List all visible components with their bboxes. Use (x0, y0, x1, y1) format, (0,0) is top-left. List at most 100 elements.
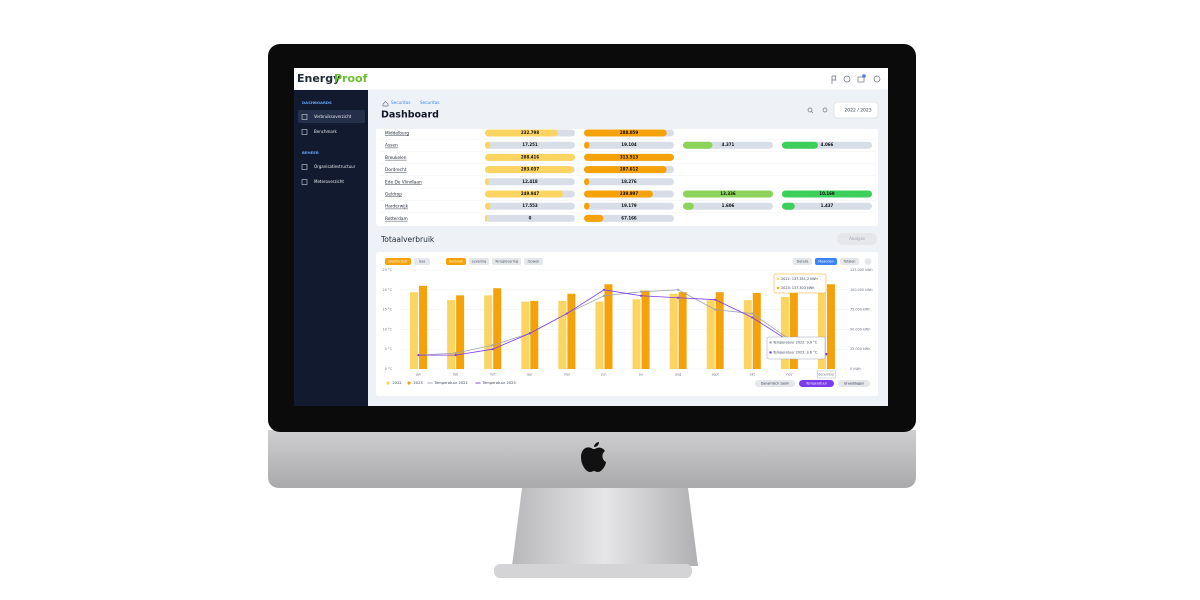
logo: Proof (334, 72, 368, 85)
page-title: Dashboard (381, 110, 439, 121)
button-label: Analyse (849, 236, 865, 241)
location-name: Breukelen (385, 155, 407, 161)
x-tick-label: apr (527, 373, 533, 377)
bar-fill (485, 141, 491, 149)
location-name: Rotterdam (385, 216, 408, 222)
bar (567, 293, 576, 369)
breadcrumb: Securitas (420, 100, 439, 105)
bar-fill (683, 202, 694, 210)
y2-tick-label: 10 °C (383, 327, 393, 331)
chart-button[interactable] (799, 380, 834, 387)
x-tick-label: december (818, 373, 835, 377)
legend-label: 2023 (414, 381, 423, 385)
location-name: Ede De Vlindlaan (385, 179, 422, 185)
bar-fill (485, 178, 489, 186)
temperature-point (714, 308, 717, 311)
x-tick-label: mei (564, 373, 570, 377)
view-tab[interactable] (840, 258, 859, 265)
sidebar-item[interactable]: Meteroverzicht (314, 179, 344, 184)
chart-card (376, 252, 878, 396)
energy-tab[interactable] (414, 258, 430, 265)
bar-fill (485, 214, 487, 222)
bar (604, 284, 613, 369)
bar (484, 295, 493, 369)
sidebar-item[interactable]: Verbruiksoverzicht (314, 114, 352, 119)
x-tick-label: okt (750, 373, 756, 377)
y-tick-label: 100.000 kWh (850, 288, 873, 292)
x-tick-label: nov (786, 373, 792, 377)
sidebar-icon (301, 129, 308, 135)
bar-fill (584, 178, 590, 186)
x-tick-label: feb (453, 373, 458, 377)
temperature-point (751, 312, 754, 315)
flow-tab[interactable] (469, 258, 489, 265)
sidebar-icon (301, 164, 308, 170)
bar-fill (584, 190, 653, 198)
stand (512, 488, 698, 566)
cell-value: 4.066 (821, 142, 834, 147)
sidebar-item[interactable]: Benchmark (314, 129, 337, 134)
x-tick-label: sept (712, 373, 720, 377)
x-highlight (817, 370, 836, 379)
legend-label: 2022 (393, 381, 402, 385)
legend-swatch (407, 381, 411, 385)
chart-button[interactable] (755, 380, 795, 387)
y2-tick-label: 25 °C (383, 268, 393, 272)
flow-tab-label: Levering (472, 260, 487, 264)
breadcrumb: Securitas (391, 100, 410, 105)
cell-value: 1.606 (722, 203, 735, 208)
top-bar (294, 68, 888, 90)
cell-value: 1.437 (821, 203, 834, 208)
bar-track (485, 202, 575, 210)
cell-value: 19.104 (621, 142, 637, 147)
period-button[interactable] (833, 101, 879, 119)
view-tab[interactable] (815, 258, 837, 265)
chart-button-label: Temperatuur (805, 382, 828, 386)
bar-fill (485, 153, 575, 161)
flow-tab[interactable] (524, 258, 543, 265)
view-tab-label: Totalen (842, 260, 855, 264)
x-tick-label: jan (415, 373, 421, 377)
energy-tab-label: Elektriciteit (388, 260, 408, 264)
temperature-line (418, 289, 827, 356)
cell-value: 249.947 (521, 191, 539, 196)
bar-fill (584, 141, 590, 149)
bar (715, 292, 724, 369)
temperature-point (825, 352, 828, 356)
energy-tab[interactable] (385, 258, 411, 265)
y2-tick-label: 20 °C (383, 288, 393, 292)
stand-base (494, 564, 692, 578)
bar-track (782, 202, 872, 210)
temperature-point (639, 290, 643, 293)
location-name: Assen (385, 143, 398, 149)
bar (780, 296, 789, 369)
bar (817, 285, 826, 369)
bar (632, 299, 641, 369)
flow-tab-label: Opwek (528, 260, 540, 264)
bar (678, 292, 687, 369)
bar (641, 290, 650, 369)
analyse-button[interactable] (837, 233, 877, 245)
temperature-point (714, 298, 717, 301)
chart-button-label: Dynamisch zoom (761, 382, 789, 386)
bar (419, 285, 428, 369)
bar-fill (584, 129, 667, 137)
sidebar-item[interactable]: Organisatiestructuur (314, 164, 356, 169)
cell-value: 232.798 (521, 130, 539, 135)
y2-tick-label: 0 °C (385, 367, 393, 371)
cell-value: 10.169 (819, 191, 835, 196)
view-tab[interactable] (793, 258, 812, 265)
location-name: Dordrecht (385, 167, 407, 173)
bar-fill (485, 129, 558, 137)
bar (493, 288, 502, 369)
flow-tab[interactable] (492, 258, 521, 265)
header-bg (368, 91, 888, 129)
location-name: Middelburg (385, 131, 409, 137)
temperature-point (454, 354, 457, 357)
flow-tab[interactable] (446, 258, 466, 265)
chart-button[interactable] (838, 380, 870, 387)
download-icon[interactable] (864, 258, 872, 265)
tooltip-text: 2023: 137.303 kWh (781, 286, 814, 290)
sidebar-icon (301, 114, 308, 120)
